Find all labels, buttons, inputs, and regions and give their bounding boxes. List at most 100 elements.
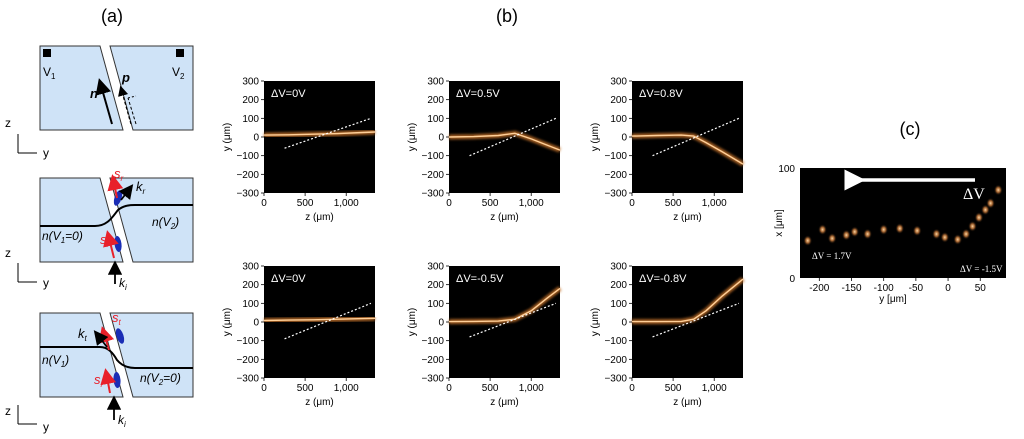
plot-label: ΔV=0.5V (456, 88, 500, 100)
spot-point (961, 228, 971, 240)
x-tick-label: -150 (841, 283, 861, 294)
y-tick-label: −200 (604, 170, 627, 181)
y-tick-label: 200 (427, 280, 444, 291)
y-tick-label: −300 (421, 374, 444, 385)
plot-label: ΔV=0V (271, 88, 306, 100)
x-tick-label: 0 (261, 198, 267, 209)
y-tick-label: −200 (421, 170, 444, 181)
axes-icon: z y (5, 246, 49, 290)
spot-point (863, 228, 873, 240)
index-left-label: n(V1=0) (42, 229, 83, 245)
polarization-s-r-label: sr (114, 166, 124, 183)
diagram-2: sr kr si n(V1=0) n(V2) ki z y (5, 166, 194, 292)
voltage-arrow-label: ΔV (963, 186, 985, 203)
y-tick-label: 100 (242, 299, 259, 310)
x-tick-label: 500 (665, 383, 682, 394)
reference-line (284, 302, 372, 340)
y-tick-label: 0 (253, 318, 259, 329)
x-tick-label: 0 (945, 283, 951, 294)
y-tick-label: 100 (610, 299, 627, 310)
y-tick-label: 100 (427, 114, 444, 125)
electrode-right-icon (176, 49, 184, 57)
y-tick-label: 300 (242, 262, 259, 273)
y-tick-label: −100 (236, 151, 259, 162)
y-tick-label: 300 (427, 77, 444, 88)
y-tick-label: 100 (242, 114, 259, 125)
y-tick-label: 300 (610, 77, 627, 88)
reflected-beam-arrow (118, 184, 134, 201)
beam-k-i-label: ki (118, 413, 126, 429)
x-tick-label: -100 (874, 283, 894, 294)
y-tick-label: 200 (242, 95, 259, 106)
x-axis-label: z (μm) (673, 397, 702, 408)
beam-trace (263, 317, 376, 322)
axis-z-label: z (5, 116, 11, 130)
index-left-label: n(V1) (42, 353, 69, 369)
normal-vector-arrow (95, 78, 113, 125)
beam-k-t-label: kt (78, 326, 88, 343)
electrode-right-label: V2 (172, 65, 185, 81)
y-tick-label: −300 (236, 189, 259, 200)
spot-point (953, 234, 963, 245)
axis-y-label: y (43, 420, 49, 434)
x-tick-label: 1,000 (702, 383, 727, 394)
beam-k-r-label: kr (136, 179, 146, 196)
spot-point (895, 223, 905, 234)
spot-point (841, 229, 851, 241)
y-tick-label: 100 (427, 299, 444, 310)
y-tick-label: −300 (421, 189, 444, 200)
reference-line (652, 302, 740, 338)
x-axis-label: z (μm) (305, 397, 334, 408)
index-profile-line (40, 204, 193, 227)
x-tick-label: 500 (297, 383, 314, 394)
y-tick-label: −200 (236, 170, 259, 181)
y-tick-label: −300 (604, 374, 627, 385)
y-tick-label: −300 (604, 189, 627, 200)
plot-label: ΔV=0.8V (639, 88, 683, 100)
x-axis-label: y [μm] (879, 294, 907, 305)
y-tick-label: 100 (778, 164, 795, 175)
y-tick-label: 200 (610, 95, 627, 106)
x-tick-label: 500 (665, 198, 682, 209)
x-tick-label: 0 (446, 383, 452, 394)
y-axis-label: y (μm) (590, 123, 601, 152)
x-tick-label: 1,000 (702, 198, 727, 209)
polarization-s-t-label: st (112, 310, 122, 327)
electrode-left-label: V1 (43, 65, 56, 81)
polarization-vector-arrow (118, 85, 132, 125)
x-tick-label: 500 (297, 198, 314, 209)
x-axis-label: z (μm) (490, 212, 519, 223)
y-tick-label: 0 (438, 318, 444, 329)
index-profile-line (40, 346, 193, 369)
y-axis-label: x [μm] (774, 209, 785, 237)
spot-point (986, 197, 996, 209)
beam-trace (263, 131, 376, 136)
axis-y-label: y (43, 276, 49, 290)
normal-vector-label: n (90, 86, 98, 101)
y-tick-label: −300 (236, 374, 259, 385)
y-axis-label: y (μm) (222, 308, 233, 337)
y-tick-label: −100 (604, 151, 627, 162)
spot-point (993, 184, 1003, 196)
index-right-label: n(V2) (152, 215, 179, 231)
spot-point (931, 228, 941, 240)
x-tick-label: 1,000 (519, 383, 544, 394)
polarization-s-i-label: si (100, 232, 109, 249)
x-axis-label: z (μm) (305, 212, 334, 223)
spot-point (803, 235, 813, 247)
y-tick-label: −200 (604, 355, 627, 366)
polarization-vector-label: p (121, 70, 130, 85)
axes-icon: z y (5, 116, 49, 160)
polarization-s-i-label: si (94, 372, 103, 389)
y-tick-label: 0 (621, 133, 627, 144)
y-axis-label: y (μm) (407, 308, 418, 337)
x-tick-label: 500 (482, 383, 499, 394)
x-tick-label: 1,000 (334, 198, 359, 209)
